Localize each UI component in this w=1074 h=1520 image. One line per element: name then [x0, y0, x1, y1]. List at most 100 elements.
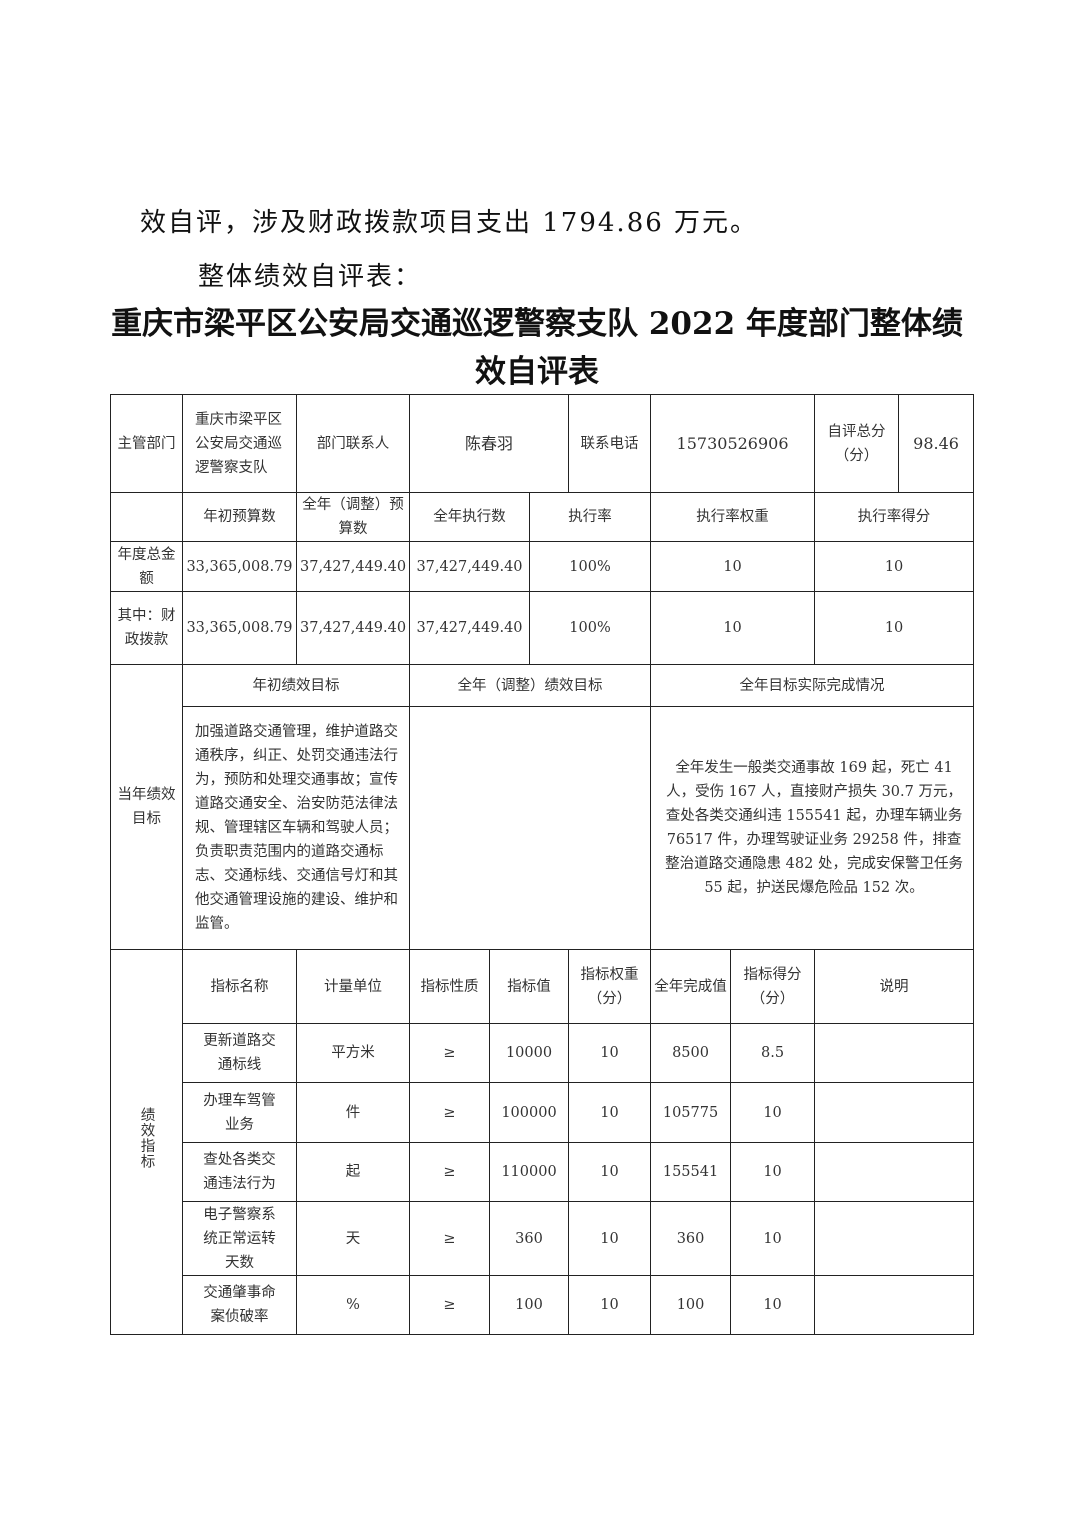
dept-value: 重庆市梁平区公安局交通巡逻警察支队: [182, 394, 297, 493]
budget-score: 10: [814, 591, 975, 665]
indicator-weight: 10: [568, 1142, 652, 1202]
indicator-nature: ≥: [409, 1023, 490, 1083]
indicator-target: 110000: [488, 1142, 570, 1202]
indicator-note: [814, 1201, 975, 1276]
indicator-target: 100000: [488, 1082, 570, 1143]
indicator-header: 指标值: [488, 949, 570, 1024]
indicator-actual: 8500: [650, 1023, 732, 1083]
budget-initial: 33,365,008.79: [182, 591, 297, 665]
indicator-weight: 10: [568, 1201, 652, 1276]
indicator-actual: 100: [650, 1275, 732, 1335]
indicator-header: 指标名称: [182, 949, 297, 1024]
budget-header: 执行率得分: [814, 492, 975, 542]
evaluation-table: 主管部门 重庆市梁平区公安局交通巡逻警察支队 部门联系人 陈春羽 联系电话 15…: [110, 394, 975, 1335]
indicator-name: 更新道路交通标线: [182, 1023, 297, 1083]
indicator-note: [814, 1275, 975, 1335]
score-label: 自评总分（分）: [814, 394, 900, 493]
indicator-header: 计量单位: [296, 949, 410, 1024]
contact-label: 部门联系人: [296, 394, 410, 493]
indicator-name: 查处各类交通违法行为: [182, 1142, 297, 1202]
indicator-row: 电子警察系统正常运转天数天 ≥360 10 360 10: [111, 1201, 975, 1276]
indicator-weight: 10: [568, 1275, 652, 1335]
budget-adjusted: 37,427,449.40: [296, 541, 410, 592]
indicator-actual: 105775: [650, 1082, 732, 1143]
page-title: 重庆市梁平区公安局交通巡逻警察支队 2022 年度部门整体绩效自评表: [111, 306, 963, 390]
budget-weight: 10: [650, 591, 816, 665]
budget-rate: 100%: [528, 541, 652, 592]
budget-header: 年初预算数: [182, 492, 297, 542]
indicator-note: [814, 1142, 975, 1202]
phone-value: 15730526906: [650, 394, 816, 493]
indicator-actual: 155541: [650, 1142, 732, 1202]
indicator-header: 说明: [814, 949, 975, 1024]
indicator-score: 8.5: [730, 1023, 816, 1083]
indicator-score: 10: [730, 1082, 816, 1143]
indicator-weight: 10: [568, 1023, 652, 1083]
goals-adjusted: [408, 706, 652, 950]
indicator-header: 全年完成值: [650, 949, 732, 1024]
indicator-score: 10: [730, 1142, 816, 1202]
budget-header-empty: [110, 492, 183, 542]
indicator-unit: 天: [296, 1201, 410, 1276]
intro-text: 效自评，涉及财政拨款项目支出 1794.86 万元。: [140, 208, 759, 238]
indicator-note: [814, 1023, 975, 1083]
budget-adjusted: 37,427,449.40: [296, 591, 410, 665]
budget-score: 10: [814, 541, 975, 592]
indicator-note: [814, 1082, 975, 1143]
indicator-row: 查处各类交通违法行为起 ≥110000 10 155541 10: [111, 1142, 975, 1202]
goals-row: 加强道路交通管理，维护道路交通秩序，纠正、处罚交通违法行为，预防和处理交通事故；…: [111, 706, 975, 950]
indicator-row: 办理车驾管业务件 ≥100000 10 105775 10: [111, 1082, 975, 1143]
goals-actual: 全年发生一般类交通事故 169 起，死亡 41 人，受伤 167 人，直接财产损…: [650, 706, 975, 950]
indicator-unit: %: [296, 1275, 410, 1335]
indicator-unit: 平方米: [296, 1023, 410, 1083]
indicator-row: 交通肇事命案侦破率% ≥100 10 100 10: [111, 1275, 975, 1335]
indicator-score: 10: [730, 1275, 816, 1335]
indicator-header-row: 绩效指标 指标名称 计量单位 指标性质 指标值 指标权重（分） 全年完成值 指标…: [110, 949, 975, 1335]
info-row: 主管部门 重庆市梁平区公安局交通巡逻警察支队 部门联系人 陈春羽 联系电话 15…: [110, 394, 975, 493]
goals-header-row: 当年绩效目标 年初绩效目标 全年（调整）绩效目标 全年目标实际完成情况: [110, 664, 975, 950]
goals-label: 当年绩效目标: [110, 664, 183, 950]
budget-header: 全年（调整）预算数: [296, 492, 410, 542]
budget-executed: 37,427,449.40: [409, 591, 530, 665]
subheading: 整体绩效自评表：: [198, 262, 423, 292]
score-value: 98.46: [898, 394, 975, 493]
indicators-label-cell: 绩效指标: [110, 949, 183, 1335]
indicator-name: 交通肇事命案侦破率: [182, 1275, 297, 1335]
indicator-header: 指标性质: [409, 949, 490, 1024]
indicator-row: 更新道路交通标线 平方米 ≥10000 10 8500 8.5: [111, 1023, 975, 1083]
budget-label: 其中：财政拨款: [110, 591, 183, 665]
indicators-label: 绩效指标: [138, 1107, 155, 1169]
goals-header: 全年（调整）绩效目标: [408, 664, 652, 707]
indicator-target: 10000: [488, 1023, 570, 1083]
indicator-nature: ≥: [409, 1142, 490, 1202]
indicator-actual: 360: [650, 1201, 732, 1276]
phone-label: 联系电话: [568, 394, 652, 493]
budget-row: 年度总金额 33,365,008.79 37,427,449.40 37,427…: [110, 541, 975, 592]
indicator-header: 指标权重（分）: [568, 949, 652, 1024]
indicator-name: 办理车驾管业务: [182, 1082, 297, 1143]
budget-header: 执行率: [528, 492, 652, 542]
budget-rate: 100%: [528, 591, 652, 665]
budget-label: 年度总金额: [110, 541, 183, 592]
budget-header: 执行率权重: [650, 492, 816, 542]
goals-header: 年初绩效目标: [182, 664, 410, 707]
indicator-weight: 10: [568, 1082, 652, 1143]
goals-initial: 加强道路交通管理，维护道路交通秩序，纠正、处罚交通违法行为，预防和处理交通事故；…: [182, 706, 410, 950]
indicator-score: 10: [730, 1201, 816, 1276]
indicator-nature: ≥: [409, 1201, 490, 1276]
goals-header: 全年目标实际完成情况: [650, 664, 975, 707]
budget-weight: 10: [650, 541, 816, 592]
indicator-nature: ≥: [409, 1275, 490, 1335]
indicator-name: 电子警察系统正常运转天数: [182, 1201, 297, 1276]
budget-executed: 37,427,449.40: [409, 541, 530, 592]
budget-header-row: 年初预算数 全年（调整）预算数 全年执行数 执行率 执行率权重 执行率得分: [110, 492, 975, 542]
dept-label: 主管部门: [110, 394, 183, 493]
indicator-header: 指标得分（分）: [730, 949, 816, 1024]
budget-header: 全年执行数: [409, 492, 530, 542]
indicator-target: 100: [488, 1275, 570, 1335]
indicator-nature: ≥: [409, 1082, 490, 1143]
indicator-unit: 件: [296, 1082, 410, 1143]
indicator-target: 360: [488, 1201, 570, 1276]
budget-initial: 33,365,008.79: [182, 541, 297, 592]
